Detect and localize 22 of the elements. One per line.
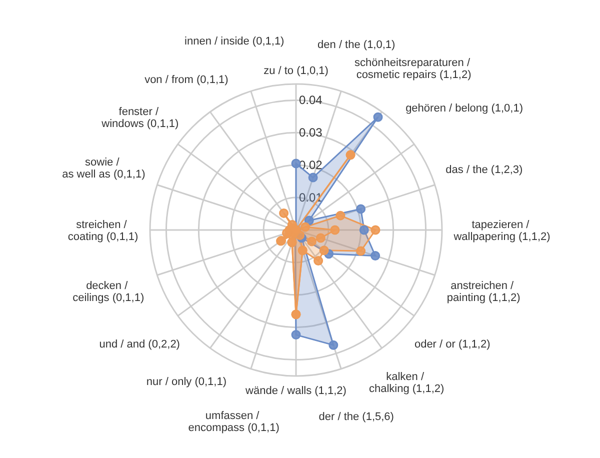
y-tick-label: 0.04 bbox=[299, 93, 323, 108]
spoke-label: der / the (1,5,6) bbox=[318, 410, 394, 423]
spoke-label: kalken / chalking (1,1,2) bbox=[368, 371, 444, 396]
spoke-label: sowie / as well as (0,1,1) bbox=[62, 156, 146, 181]
spoke-label: von / from (0,1,1) bbox=[144, 74, 228, 86]
spoke-label: streichen / coating (0,1,1) bbox=[68, 219, 138, 243]
spoke-label: oder / or (1,1,2) bbox=[414, 338, 490, 351]
spoke-label: innen / inside (0,1,1) bbox=[184, 35, 284, 48]
spoke-label: decken / ceilings (0,1,1) bbox=[72, 280, 144, 304]
spoke-label: und / and (0,2,2) bbox=[99, 338, 180, 351]
spoke-label: umfassen / encompass (0,1,1) bbox=[188, 410, 280, 434]
spoke-label: zu / to (1,0,1) bbox=[264, 65, 328, 77]
spoke-label: den / the (1,0,1) bbox=[318, 39, 396, 52]
spoke-label: nur / only (0,1,1) bbox=[146, 376, 227, 388]
y-tick-label: 0.03 bbox=[299, 126, 323, 140]
spoke-label: fenster / windows (0,1,1) bbox=[100, 106, 179, 130]
spoke-label: gehören / belong (1,0,1) bbox=[406, 102, 523, 115]
spoke-label: wände / walls (1,1,2) bbox=[244, 385, 346, 397]
spoke-label: anstreichen / painting (1,1,2) bbox=[446, 280, 520, 304]
spoke-label: tapezieren / wallpapering (1,1,2) bbox=[452, 219, 550, 243]
spoke-label: das / the (1,2,3) bbox=[446, 164, 523, 176]
spoke-label: schönheitsreparaturen / cosmetic repairs (1,1,2) bbox=[354, 56, 474, 81]
